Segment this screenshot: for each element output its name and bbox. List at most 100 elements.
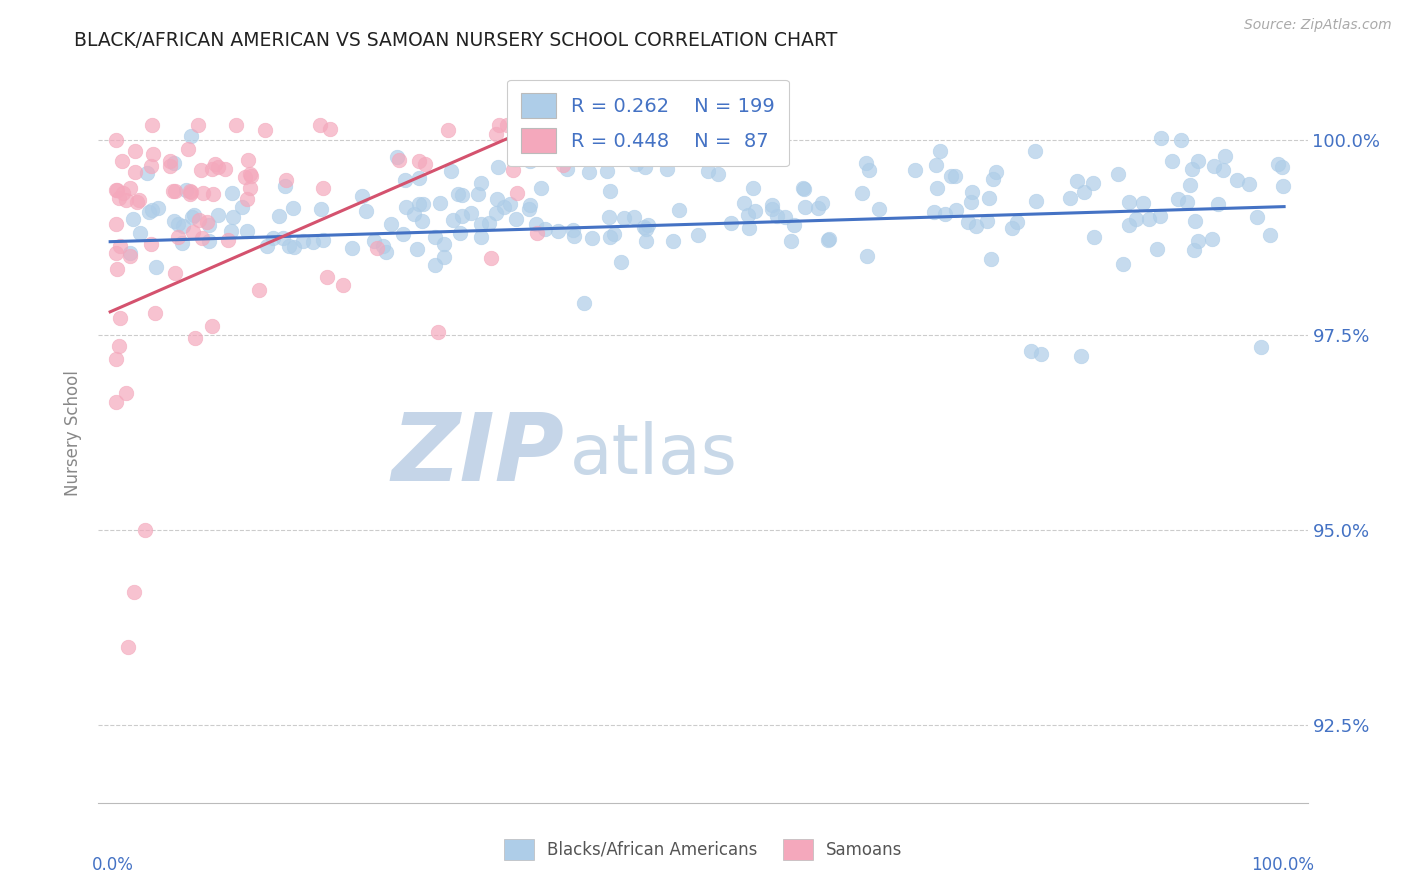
Point — [1187, 154, 1209, 169]
Point — [533, 222, 555, 236]
Point — [505, 211, 527, 226]
Point — [1150, 130, 1173, 145]
Point — [105, 183, 128, 197]
Point — [117, 640, 139, 654]
Point — [1066, 174, 1088, 188]
Point — [742, 181, 765, 195]
Point — [141, 118, 163, 132]
Point — [165, 184, 187, 198]
Point — [283, 240, 305, 254]
Point — [744, 203, 766, 218]
Point — [380, 217, 402, 231]
Point — [118, 249, 141, 263]
Point — [145, 260, 167, 275]
Point — [408, 196, 430, 211]
Point — [352, 188, 374, 202]
Point — [437, 122, 460, 136]
Point — [292, 234, 315, 248]
Point — [562, 223, 585, 237]
Point — [142, 147, 165, 161]
Point — [1083, 229, 1105, 244]
Point — [105, 261, 128, 276]
Point — [311, 181, 333, 195]
Point — [1170, 132, 1192, 146]
Point — [1073, 185, 1095, 199]
Point — [1059, 191, 1081, 205]
Point — [122, 585, 145, 599]
Point — [818, 231, 841, 245]
Point — [110, 154, 132, 169]
Point — [547, 224, 569, 238]
Point — [124, 144, 146, 158]
Point — [162, 184, 184, 198]
Point — [122, 211, 145, 226]
Point — [408, 154, 430, 169]
Point — [363, 234, 385, 248]
Point — [146, 201, 169, 215]
Point — [924, 205, 946, 219]
Point — [478, 216, 501, 230]
Point — [105, 183, 128, 197]
Point — [1024, 144, 1046, 158]
Point — [934, 206, 956, 220]
Point — [105, 133, 128, 147]
Point — [426, 325, 449, 339]
Point — [1146, 242, 1168, 256]
Point — [124, 165, 146, 179]
Text: BLACK/AFRICAN AMERICAN VS SAMOAN NURSERY SCHOOL CORRELATION CHART: BLACK/AFRICAN AMERICAN VS SAMOAN NURSERY… — [75, 30, 838, 50]
Point — [479, 251, 502, 265]
Point — [807, 202, 830, 216]
Point — [623, 210, 645, 224]
Point — [163, 214, 186, 228]
Point — [858, 163, 880, 178]
Point — [107, 191, 129, 205]
Point — [868, 202, 890, 217]
Point — [312, 233, 335, 247]
Point — [603, 227, 626, 242]
Point — [986, 165, 1008, 179]
Point — [110, 311, 132, 326]
Point — [204, 157, 226, 171]
Point — [1206, 197, 1229, 211]
Point — [207, 208, 229, 222]
Point — [655, 162, 678, 177]
Point — [484, 206, 506, 220]
Point — [929, 144, 952, 158]
Point — [1132, 195, 1154, 210]
Point — [1001, 220, 1024, 235]
Point — [945, 169, 967, 183]
Point — [274, 179, 297, 194]
Point — [440, 164, 463, 178]
Point — [1167, 192, 1189, 206]
Point — [391, 227, 413, 241]
Point — [555, 162, 578, 177]
Point — [236, 193, 259, 207]
Point — [239, 181, 262, 195]
Point — [977, 191, 1000, 205]
Point — [502, 162, 524, 177]
Point — [1213, 149, 1236, 163]
Point — [253, 123, 276, 137]
Point — [460, 206, 482, 220]
Point — [184, 331, 207, 345]
Point — [1180, 161, 1202, 176]
Point — [159, 153, 181, 168]
Point — [1258, 228, 1281, 243]
Point — [277, 239, 299, 253]
Point — [626, 157, 648, 171]
Point — [1005, 215, 1028, 229]
Point — [817, 233, 839, 247]
Point — [720, 216, 742, 230]
Point — [105, 218, 128, 232]
Point — [179, 184, 201, 198]
Point — [1149, 209, 1171, 223]
Point — [1083, 176, 1105, 190]
Point — [115, 193, 138, 207]
Point — [385, 151, 408, 165]
Point — [302, 235, 325, 250]
Point — [366, 241, 388, 255]
Point — [1019, 344, 1042, 359]
Point — [201, 318, 224, 333]
Point — [198, 234, 221, 248]
Point — [598, 210, 620, 224]
